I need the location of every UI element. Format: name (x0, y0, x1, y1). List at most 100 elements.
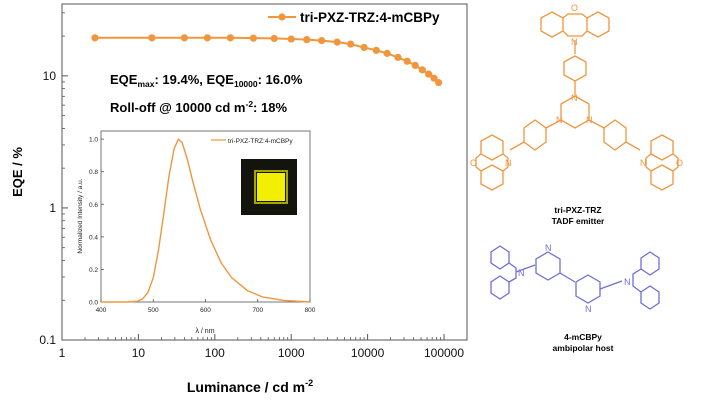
inset-axis-ticks: 400 500 600 700 800 0.0 0.2 0.4 0.6 0.8 1.0 (89, 137, 316, 314)
main-x-tick-label: 10 (132, 346, 146, 360)
host-structure (490, 245, 660, 310)
host-right-carbazole-ring-a (640, 251, 660, 276)
main-data-point (347, 40, 355, 48)
main-data-point (303, 36, 311, 44)
emitter-right-ring-a (650, 134, 674, 161)
main-data-point (418, 66, 426, 74)
main-x-tick-label: 1000 (278, 346, 305, 360)
emitter-atom-n-left: N (505, 158, 512, 168)
emitter-top-ring-left (540, 11, 564, 38)
host-atom-n-pyridine-1: N (545, 243, 552, 253)
host-right-bond (599, 280, 623, 290)
host-atom-n-right: N (624, 277, 631, 287)
main-x-tick-label: 10000 (351, 346, 385, 360)
main-x-tick-label: 1 (59, 346, 66, 360)
emitter-right-bond (625, 141, 641, 151)
emitter-atom-o-left: O (470, 158, 477, 168)
host-atom-labels: N N N N (518, 243, 631, 314)
emitter-top-bridge-n (562, 30, 588, 37)
emitter-right-bridge-n (645, 153, 652, 172)
main-data-point (425, 70, 433, 78)
main-data-point (287, 35, 295, 43)
inset-y-tick-label: 0.8 (89, 169, 98, 176)
emitter-atom-n-right: N (640, 158, 647, 168)
inset-x-tick-label: 700 (252, 307, 263, 314)
main-y-tick-label: 1 (49, 201, 56, 215)
emitter-structure (475, 11, 679, 191)
main-data-point (403, 57, 411, 65)
emitter-top-bridge-o (562, 13, 588, 19)
device-emission-square (257, 173, 285, 201)
main-data-point (91, 34, 99, 42)
inset-y-tick-label: 1.0 (89, 137, 98, 144)
inset-series (101, 138, 311, 303)
emitter-atom-labels: O N N N N N O N O (470, 3, 683, 168)
inset-y-tick-label: 0.6 (89, 202, 98, 209)
rolloff-annotation: Roll-off @ 10000 cd m-2: 18% (110, 99, 287, 115)
emitter-right-link (588, 119, 605, 129)
inset-plot-frame (100, 130, 311, 303)
host-left-carbazole-n (508, 262, 517, 283)
main-data-point (203, 34, 211, 42)
main-x-tick-label: 100000 (424, 346, 464, 360)
emitter-left-link (545, 119, 562, 129)
main-data-point (383, 49, 391, 57)
inset-x-tick-label: 800 (305, 307, 316, 314)
main-plot-frame (61, 3, 468, 341)
main-data-point (318, 36, 326, 45)
emitter-right-bridge-o (672, 153, 679, 172)
device-glow (254, 170, 288, 204)
host-bipyridine-bond (559, 272, 576, 283)
emitter-left-phenyl (523, 119, 547, 151)
inset-y-tick-label: 0.4 (89, 234, 98, 241)
main-x-tick-label: 100 (205, 346, 225, 360)
inset-y-tick-label: 0.0 (89, 300, 98, 307)
main-data-point (360, 43, 368, 52)
inset-y-tick-label: 0.2 (89, 267, 98, 274)
inset-x-tick-label: 600 (200, 307, 211, 314)
emitter-atom-n-triazine-2: N (556, 115, 563, 125)
main-data-point (180, 34, 188, 42)
emitter-triazine (560, 95, 590, 129)
main-data-point (148, 34, 156, 42)
inset-x-tick-label: 500 (148, 307, 159, 314)
inset-ylabel: Normalized Intensity / a.u. (77, 178, 84, 253)
host-role: ambipolar host (553, 343, 614, 353)
emitter-atom-n-triazine-1: N (571, 93, 578, 103)
emitter-top-ring-right (586, 11, 610, 38)
main-xlabel: Luminance / cd m-2 (187, 378, 313, 395)
main-data-point (249, 34, 257, 42)
main-data-point (394, 53, 402, 61)
main-legend-marker (278, 13, 286, 21)
emitter-atom-o-top: O (571, 3, 578, 13)
main-data-point (411, 61, 419, 69)
emitter-left-ring-a (480, 134, 504, 161)
emitter-atom-o-right: O (676, 158, 683, 168)
main-data-point (372, 46, 380, 54)
host-atom-n-left: N (518, 268, 525, 278)
main-data-point (270, 34, 278, 43)
host-pyridine-1 (535, 251, 561, 281)
emitter-atom-n-triazine-3: N (586, 115, 593, 125)
host-left-carbazole-ring-b (490, 275, 510, 300)
main-legend: tri-PXZ-TRZ:4-mCBPy (268, 10, 440, 25)
main-series-line (95, 36, 440, 84)
emitter-name: tri-PXZ-TRZ (554, 205, 601, 215)
emitter-atom-n-top: N (571, 37, 578, 47)
main-ylabel: EQE / % (10, 147, 25, 197)
main-y-tick-label: 0.1 (39, 333, 56, 347)
main-data-point (333, 38, 341, 46)
emitter-left-ring-b (480, 164, 504, 191)
emitter-top-phenyl (563, 55, 587, 82)
host-left-bond (515, 264, 536, 273)
emitter-role: TADF emitter (552, 216, 605, 226)
inset-legend: tri-PXZ-TRZ:4-mCBPy (211, 138, 293, 145)
emitter-left-bridge-n (502, 153, 509, 172)
host-pyridine-2 (575, 274, 601, 304)
inset-series-line (101, 138, 311, 303)
main-data-point (435, 78, 443, 87)
main-series (91, 34, 443, 87)
spectrum-inset: 400 500 600 700 800 0.0 0.2 0.4 0.6 0.8 1.0 tri-PX… (77, 130, 316, 335)
